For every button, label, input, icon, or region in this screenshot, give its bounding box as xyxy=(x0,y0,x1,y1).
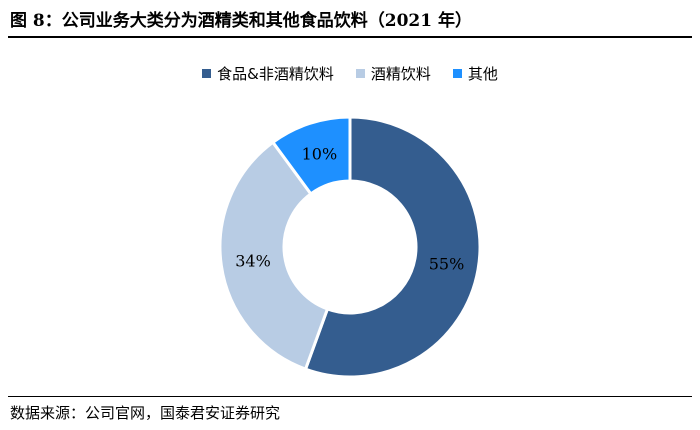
legend-item-1: 酒精饮料 xyxy=(355,63,431,84)
legend-label-1: 酒精饮料 xyxy=(370,65,431,83)
title-divider xyxy=(8,36,692,38)
legend-swatch-0 xyxy=(202,69,212,78)
figure-title: 图 8：公司业务大类分为酒精类和其他食品饮料（2021 年） xyxy=(10,11,472,31)
legend-swatch-1 xyxy=(355,69,365,78)
donut-slice-1 xyxy=(218,140,330,372)
slice-label-2: 10% xyxy=(302,144,338,163)
legend-item-2: 其他 xyxy=(452,63,498,84)
legend-swatch-2 xyxy=(452,69,462,78)
donut-slice-2 xyxy=(270,115,352,196)
slice-label-0: 55% xyxy=(429,255,465,274)
legend-label-0: 食品&非酒精饮料 xyxy=(217,65,334,83)
legend-label-2: 其他 xyxy=(467,65,498,83)
source-note: 数据来源：公司官网，国泰君安证券研究 xyxy=(10,404,281,422)
chart-legend: 食品&非酒精饮料 酒精饮料 其他 xyxy=(0,63,700,84)
legend-item-0: 食品&非酒精饮料 xyxy=(202,63,334,84)
donut-slice-0 xyxy=(303,115,482,379)
slice-label-1: 34% xyxy=(235,251,271,270)
source-divider xyxy=(8,396,692,397)
